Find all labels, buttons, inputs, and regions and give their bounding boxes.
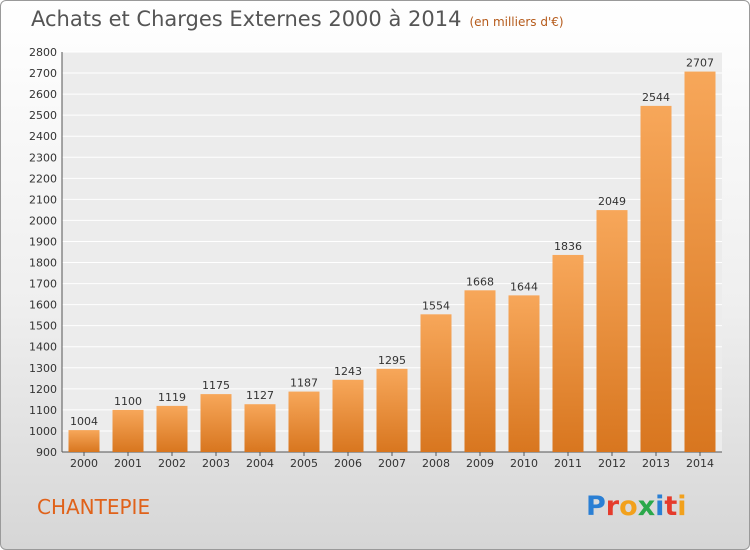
y-tick-label: 2700: [29, 67, 57, 80]
bar: [288, 391, 320, 452]
y-tick-label: 1500: [29, 320, 57, 333]
data-label: 1836: [554, 240, 582, 253]
y-tick-label: 1400: [29, 341, 57, 354]
y-tick-label: 1900: [29, 235, 57, 248]
x-tick-label: 2010: [510, 457, 538, 470]
x-tick-label: 2002: [158, 457, 186, 470]
x-tick-label: 2006: [334, 457, 362, 470]
y-tick-label: 2800: [29, 46, 57, 59]
brand-logo: Proxiti: [586, 491, 687, 522]
data-label: 1119: [158, 391, 186, 404]
data-label: 2544: [642, 91, 670, 104]
data-label: 1127: [246, 389, 274, 402]
chart-title: Achats et Charges Externes 2000 à 2014: [31, 7, 462, 31]
x-tick-label: 2003: [202, 457, 230, 470]
data-label: 2049: [598, 195, 626, 208]
data-label: 1004: [70, 415, 98, 428]
page-title: Achats et Charges Externes 2000 à 2014 (e…: [31, 7, 564, 31]
x-tick-label: 2013: [642, 457, 670, 470]
data-label: 1295: [378, 354, 406, 367]
data-label: 1554: [422, 299, 450, 312]
bar: [68, 430, 100, 452]
y-tick-label: 1200: [29, 383, 57, 396]
y-tick-label: 1100: [29, 404, 57, 417]
location-label: CHANTEPIE: [37, 495, 151, 519]
y-tick-label: 2100: [29, 193, 57, 206]
y-tick-label: 2400: [29, 130, 57, 143]
bar: [552, 254, 584, 452]
x-tick-label: 2005: [290, 457, 318, 470]
bar: [464, 290, 496, 452]
y-tick-label: 1000: [29, 425, 57, 438]
x-tick-label: 2012: [598, 457, 626, 470]
y-tick-label: 1700: [29, 278, 57, 291]
bar: [684, 71, 716, 452]
bar: [332, 379, 364, 452]
bar: [200, 394, 232, 452]
data-label: 1668: [466, 275, 494, 288]
x-tick-label: 2009: [466, 457, 494, 470]
bar: [376, 368, 408, 452]
y-tick-label: 2000: [29, 214, 57, 227]
x-tick-label: 2004: [246, 457, 274, 470]
data-label: 1644: [510, 280, 538, 293]
bar: [244, 404, 276, 452]
x-tick-label: 2011: [554, 457, 582, 470]
x-tick-label: 2000: [70, 457, 98, 470]
x-tick-label: 2008: [422, 457, 450, 470]
chart-subtitle: (en milliers d'€): [469, 15, 564, 29]
bar: [596, 210, 628, 452]
data-label: 1187: [290, 377, 318, 390]
y-tick-label: 2200: [29, 172, 57, 185]
y-tick-label: 1600: [29, 299, 57, 312]
y-tick-label: 2500: [29, 109, 57, 122]
x-tick-label: 2014: [686, 457, 714, 470]
bar: [640, 105, 672, 452]
y-tick-label: 2600: [29, 88, 57, 101]
bar: [156, 405, 188, 452]
data-label: 1243: [334, 365, 362, 378]
data-label: 1175: [202, 379, 230, 392]
y-tick-label: 900: [36, 446, 57, 459]
x-tick-label: 2007: [378, 457, 406, 470]
y-tick-label: 2300: [29, 151, 57, 164]
x-tick-label: 2001: [114, 457, 142, 470]
y-tick-label: 1800: [29, 257, 57, 270]
data-label: 1100: [114, 395, 142, 408]
bar: [420, 314, 452, 452]
bar: [112, 409, 144, 452]
bar: [508, 295, 540, 452]
y-tick-label: 1300: [29, 362, 57, 375]
data-label: 2707: [686, 57, 714, 70]
